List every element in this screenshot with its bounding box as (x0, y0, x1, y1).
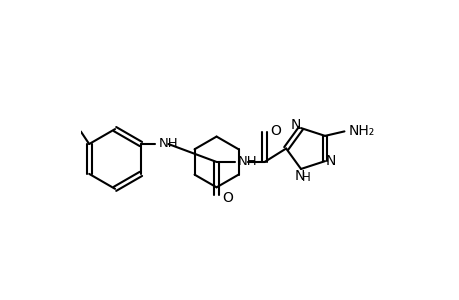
Text: NH: NH (158, 137, 178, 150)
Text: N: N (294, 169, 304, 182)
Text: O: O (222, 191, 233, 205)
Text: NH: NH (237, 155, 257, 168)
Text: H: H (302, 171, 310, 184)
Text: N: N (325, 154, 335, 168)
Text: NH₂: NH₂ (348, 124, 375, 138)
Text: O: O (270, 124, 281, 138)
Text: N: N (290, 118, 300, 132)
